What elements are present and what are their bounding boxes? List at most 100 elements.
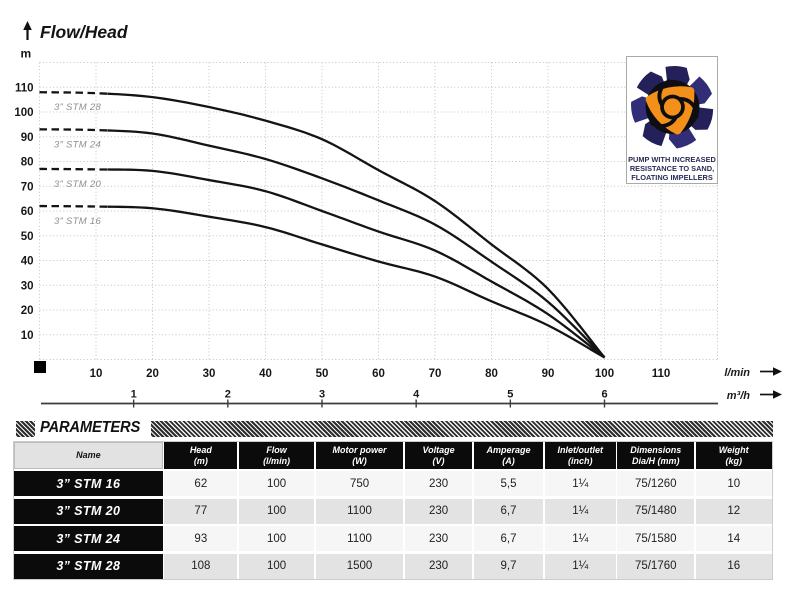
- column-header-voltage: Voltage (V): [404, 442, 473, 469]
- flow-head-chart: 10 20 30 40 50 60 70 80 90 100 110 10 20 30 40 50 60 70 80…: [14, 21, 782, 408]
- table-cell: 1500: [315, 553, 404, 579]
- x-axis-lmin-tick-labels: 10 20 30 40 50 60 70 80 90 100 110: [90, 368, 671, 380]
- logo-caption-line-3: FLOATING IMPELLERS: [631, 172, 713, 182]
- x-tick-label: 60: [372, 368, 385, 380]
- column-header-unit: (V): [432, 455, 445, 466]
- table-cell: 1¼: [544, 553, 616, 579]
- impeller-icon: [631, 66, 714, 149]
- m3h-tick-label: 6: [601, 389, 607, 401]
- m3h-tick-label: 3: [319, 389, 325, 401]
- table-cell: 1100: [315, 498, 404, 524]
- table-cell: 230: [404, 526, 473, 552]
- column-header-unit: (m): [193, 455, 208, 466]
- x-tick-label: 50: [316, 368, 329, 380]
- pump-curve-dashed-segment: [39, 204, 108, 208]
- column-header-unit: (A): [502, 455, 515, 466]
- pump-curve: [107, 168, 606, 359]
- column-header-unit: Dia/H (mm): [631, 455, 680, 466]
- m3h-tick-label: 4: [413, 389, 420, 401]
- column-header-unit: (inch): [568, 455, 593, 466]
- column-header-label: Inlet/outlet: [557, 445, 604, 455]
- table-cell: 100: [238, 553, 315, 579]
- column-header-label: Motor power: [332, 445, 387, 455]
- parameters-title: PARAMETERS: [40, 419, 141, 436]
- pump-curve: [107, 205, 606, 359]
- table-cell: 230: [404, 471, 473, 497]
- column-header-label: Name: [76, 450, 101, 461]
- column-header-label: Head: [189, 445, 212, 455]
- y-axis-unit: m: [21, 47, 32, 61]
- row-name-cell: 3” STM 24: [14, 526, 163, 552]
- y-tick-label: 50: [21, 231, 34, 243]
- hatch-decoration-right: [151, 421, 773, 437]
- pump-curves: [39, 91, 606, 359]
- table-cell: 1¼: [544, 471, 616, 497]
- column-header-unit: (l/min): [263, 455, 291, 466]
- table-cell: 93: [164, 526, 238, 552]
- column-header-unit: (W): [352, 455, 367, 466]
- row-name-cell: 3” STM 28: [14, 553, 163, 579]
- table-cell: 75/1480: [617, 498, 695, 524]
- y-tick-label: 20: [21, 305, 34, 317]
- column-header-motor-power: Motor power (W): [315, 442, 404, 469]
- pump-curve: [107, 129, 606, 359]
- x-tick-label: 70: [429, 368, 442, 380]
- table-cell: 6,7: [473, 498, 544, 524]
- table-cell: 12: [695, 498, 772, 524]
- table-cell: 100: [238, 498, 315, 524]
- pump-curve-dashed-segment: [39, 128, 108, 132]
- m3h-tick-label: 1: [131, 389, 137, 401]
- row-name-cell: 3” STM 16: [14, 471, 163, 497]
- pump-curve-dashed-segment: [39, 167, 108, 171]
- table-cell: 230: [404, 498, 473, 524]
- table-cell: 77: [164, 498, 238, 524]
- table-cell: 108: [164, 553, 238, 579]
- origin-marker: [34, 361, 46, 373]
- table-cell: 75/1760: [617, 553, 695, 579]
- x-tick-label: 90: [542, 368, 555, 380]
- table-cell: 75/1580: [617, 526, 695, 552]
- pump-curve-label: 3” STM 28: [54, 102, 101, 113]
- lmin-unit-label: l/min: [724, 367, 750, 379]
- column-header-label: Amperage: [486, 445, 531, 455]
- column-header-label: Weight: [718, 445, 749, 455]
- x-tick-label: 40: [259, 368, 272, 380]
- column-header-flow: Flow (l/min): [238, 442, 315, 469]
- y-tick-label: 100: [14, 107, 33, 119]
- table-cell: 1¼: [544, 498, 616, 524]
- table-cell: 1¼: [544, 526, 616, 552]
- y-tick-label: 30: [21, 280, 34, 292]
- x-tick-label: 100: [595, 368, 614, 380]
- column-header-label: Dimensions: [630, 445, 682, 455]
- chart-grid: [39, 62, 718, 360]
- x-tick-label: 20: [146, 368, 159, 380]
- x-tick-label: 10: [90, 368, 103, 380]
- pump-curve-labels: 3” STM 28 3” STM 24 3” STM 20 3” STM 16: [54, 102, 101, 227]
- table-cell: 10: [695, 471, 772, 497]
- parameters-header-bar: PARAMETERS: [0, 419, 788, 437]
- m3h-tick-label: 5: [507, 389, 513, 401]
- y-tick-label: 10: [21, 330, 34, 342]
- y-tick-label: 80: [21, 157, 34, 169]
- axis-unit-labels: l/min m³/h: [724, 367, 782, 402]
- column-header-unit: (kg): [725, 455, 742, 466]
- pump-curve-label: 3” STM 20: [54, 179, 101, 190]
- table-cell: 100: [238, 471, 315, 497]
- pump-curve: [107, 92, 606, 359]
- impeller-orange-rotor: [645, 79, 699, 135]
- table-cell: 750: [315, 471, 404, 497]
- x-tick-label: 80: [485, 368, 498, 380]
- parameters-table: Name Head (m) Flow (l/min) Motor power (W) Volt…: [13, 441, 773, 580]
- logo-caption-line-1: PUMP WITH INCREASED: [628, 155, 716, 164]
- column-header-head: Head (m): [164, 442, 238, 469]
- y-tick-label: 90: [21, 132, 34, 144]
- table-cell: 6,7: [473, 526, 544, 552]
- pump-curve-dashed-segment: [39, 91, 108, 95]
- table-cell: 230: [404, 553, 473, 579]
- column-header-dimensions: Dimensions Dia/H (mm): [617, 442, 695, 469]
- column-header-label: Flow: [266, 445, 287, 455]
- table-cell: 62: [164, 471, 238, 497]
- chart-title-group: Flow/Head m: [21, 21, 128, 61]
- impeller-logo-box: PUMP WITH INCREASED RESISTANCE TO SAND, …: [626, 56, 718, 184]
